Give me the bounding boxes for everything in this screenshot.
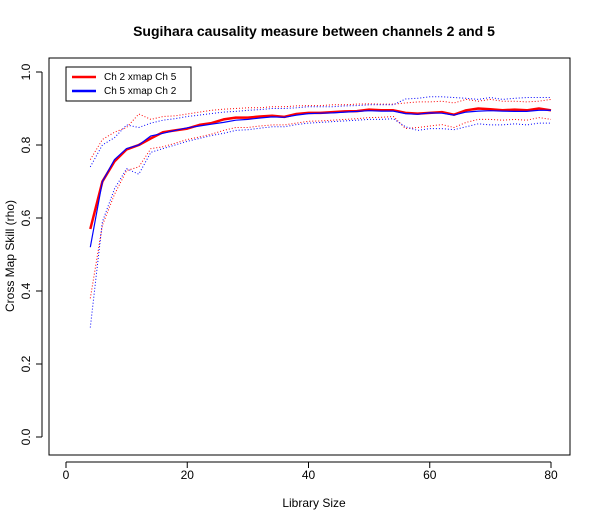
y-tick-label: 0.6: [19, 209, 33, 226]
y-axis-label: Cross Map Skill (rho): [3, 200, 17, 312]
series-line-3: [89, 116, 552, 299]
series-line-4: [89, 96, 551, 168]
legend-box: [65, 66, 192, 102]
chart-title: Sugihara causality measure between chann…: [133, 23, 495, 39]
y-tick-label: 0.8: [19, 136, 33, 153]
x-tick-label: 60: [423, 468, 437, 482]
series-line-1: [89, 109, 551, 248]
x-tick-label: 40: [302, 468, 316, 482]
series-line-5: [89, 118, 551, 328]
x-axis: 0 20 40 60 80: [63, 461, 558, 482]
legend: Ch 2 xmap Ch 5 Ch 5 xmap Ch 2: [65, 66, 192, 102]
x-axis-label: Library Size: [282, 496, 346, 510]
x-tick-label: 20: [181, 468, 195, 482]
y-tick-label: 0.2: [19, 355, 33, 372]
series-line-0: [89, 107, 552, 230]
series-line-2: [89, 98, 552, 160]
y-axis: 0.0 0.2 0.4 0.6 0.8 1.0: [19, 63, 43, 445]
y-tick-label: 0.0: [19, 428, 33, 445]
legend-label-ch5: Ch 5 xmap Ch 2: [104, 86, 177, 97]
y-tick-label: 1.0: [19, 63, 33, 80]
x-tick-label: 0: [63, 468, 70, 482]
y-tick-label: 0.4: [19, 282, 33, 299]
plot-frame: [48, 57, 571, 456]
legend-label-ch2: Ch 2 xmap Ch 5: [104, 72, 177, 83]
x-tick-label: 80: [544, 468, 558, 482]
plot-lines: [89, 96, 552, 328]
